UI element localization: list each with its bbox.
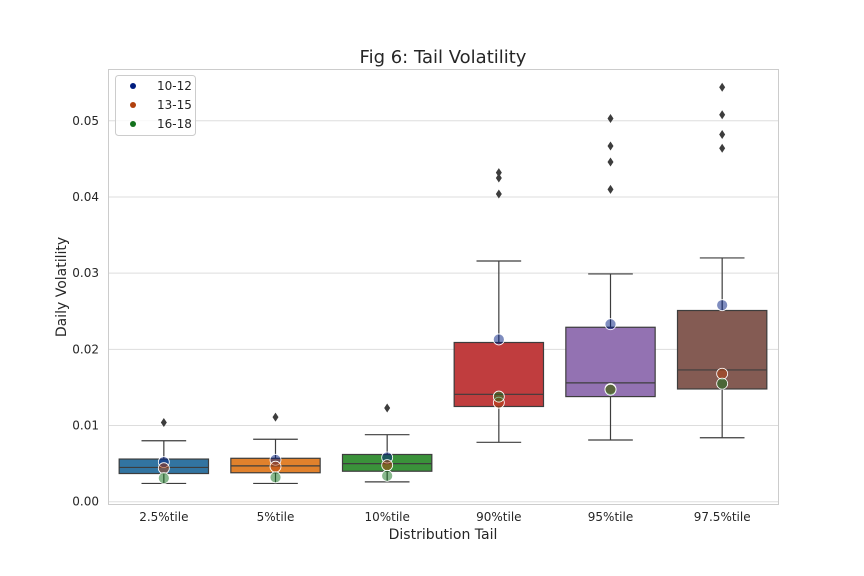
box-outlier [719, 143, 726, 153]
y-tick-label: 0.02 [72, 342, 99, 356]
legend-marker [130, 102, 136, 108]
series-point [157, 472, 170, 484]
series-point [716, 367, 729, 380]
box-outlier [495, 189, 502, 199]
series-point [716, 377, 729, 390]
y-tick-labels: 0.00 0.01 0.02 0.03 0.04 0.05 [72, 114, 99, 509]
legend-label: 16-18 [157, 117, 192, 131]
legend-marker [130, 83, 136, 89]
box-outlier [719, 110, 726, 120]
series-point [492, 333, 505, 346]
series-point [604, 383, 617, 396]
plot-frame [108, 69, 779, 505]
y-tick-label: 0.04 [72, 190, 99, 204]
box-outlier [719, 82, 726, 92]
series-point [269, 460, 282, 473]
y-tick-label: 0.05 [72, 114, 99, 128]
box-outlier [495, 173, 502, 183]
y-tick-label: 0.00 [72, 495, 99, 509]
series-point [381, 469, 394, 482]
gridlines [108, 120, 778, 503]
legend-marker [130, 121, 136, 127]
x-tick-label: 95%tile [588, 510, 633, 524]
plot-area [108, 69, 778, 504]
x-tick-label: 2.5%tile [139, 510, 188, 524]
x-tick-label: 10%tile [364, 510, 409, 524]
box-outlier [719, 130, 726, 140]
box-outlier [607, 157, 614, 167]
legend-frame [115, 75, 196, 136]
legend-label: 13-15 [157, 98, 192, 112]
series-points [157, 299, 729, 484]
x-tick-label: 5%tile [257, 510, 295, 524]
chart-title: Fig 6: Tail Volatility [360, 47, 527, 68]
box-outlier [384, 403, 391, 413]
box-outlier [607, 184, 614, 194]
series-point [269, 471, 282, 484]
series-point [157, 462, 170, 475]
box-outlier [607, 141, 614, 151]
y-tick-label: 0.01 [72, 419, 99, 433]
box-outlier [495, 168, 502, 178]
series-point [492, 390, 505, 403]
legend: 10-12 13-15 16-18 [115, 75, 196, 136]
x-axis-label: Distribution Tail [389, 527, 498, 543]
box-outlier [160, 417, 167, 427]
series-point [381, 459, 394, 472]
box-outlier [272, 412, 279, 422]
series-point [716, 299, 729, 312]
series-point [604, 318, 617, 331]
y-axis-label: Daily Volatility [54, 237, 70, 337]
y-tick-label: 0.03 [72, 266, 99, 280]
x-tick-label: 90%tile [476, 510, 521, 524]
box-outlier [607, 114, 614, 124]
x-tick-labels: 2.5%tile 5%tile 10%tile 90%tile 95%tile 97.5%… [139, 510, 750, 524]
legend-label: 10-12 [157, 79, 192, 93]
x-tick-label: 97.5%tile [694, 510, 751, 524]
